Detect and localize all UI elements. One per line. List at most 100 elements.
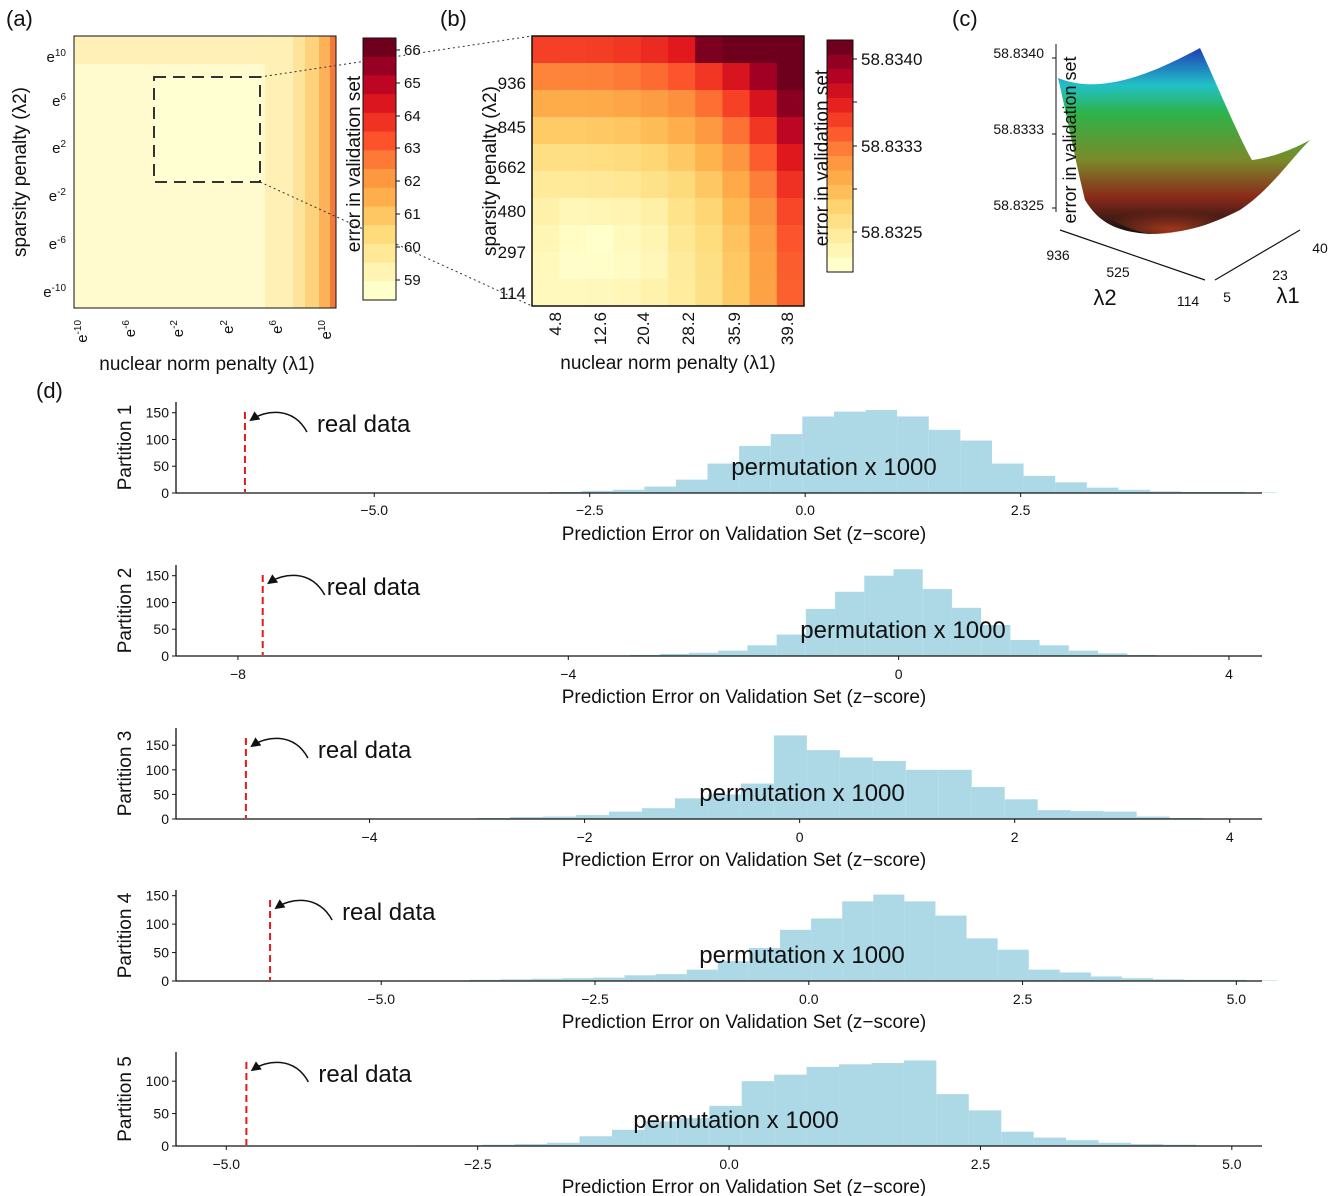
heatmap-b-cell — [613, 198, 642, 226]
histogram-bar — [510, 817, 544, 819]
histogram-bar — [608, 811, 642, 819]
heatmap-a-ytick: e10 — [47, 48, 67, 66]
lambda1-tick-label: 5 — [1223, 289, 1231, 305]
histogram-bar — [718, 650, 748, 656]
heatmap-b-cell — [749, 198, 778, 226]
lambda2-axis-label: λ2 — [1093, 285, 1116, 310]
histogram-bar — [581, 490, 613, 493]
heatmap-b-cell — [586, 225, 615, 253]
colorbar-b-swatch — [827, 185, 853, 200]
colorbar-b-tick-label: 58.8333 — [861, 137, 922, 156]
x-tick-label: −2.5 — [576, 502, 604, 518]
x-tick-label: 0 — [895, 666, 903, 682]
real-data-label: real data — [317, 411, 411, 438]
histogram-bar — [770, 434, 803, 493]
heatmap-b-cell — [695, 252, 723, 280]
histogram-bar — [805, 608, 836, 656]
histogram-bar — [593, 977, 625, 981]
colorbar-b: 58.8340 58.8333 58.8325 — [826, 39, 922, 273]
colorbar-a-swatch — [363, 243, 396, 264]
heatmap-a-yticks: e10 e6 e2 e-2 e-6 e-10 — [43, 48, 66, 301]
histogram-bar — [655, 974, 687, 981]
x-tick-label: 4 — [1226, 829, 1234, 845]
histogram-bar — [776, 634, 806, 656]
permutation-label: permutation x 1000 — [699, 942, 904, 969]
heatmap-b-cell — [586, 252, 615, 280]
heatmap-b-cell — [559, 225, 587, 253]
heatmap-b-cell — [722, 63, 751, 91]
histogram-partition-3: 0 50 100 150 −4 −2 0 2 4 real data permutation x 1… — [115, 728, 1262, 871]
colorbar-a-swatch — [363, 150, 396, 170]
heatmap-b-cell — [695, 225, 723, 253]
x-tick-label: 2.5 — [1011, 502, 1031, 518]
heatmap-b-cell — [668, 117, 696, 145]
histogram-bar — [707, 794, 741, 819]
heatmap-b-ylabel: sparsity penalty (λ2) — [480, 86, 501, 256]
heatmap-b-ytick: 662 — [498, 158, 526, 177]
heatmap-b-cell — [559, 279, 587, 307]
colorbar-b-frame — [826, 39, 854, 273]
heatmap-b-cell — [776, 198, 805, 226]
x-tick-label: −5.0 — [360, 502, 388, 518]
lambda2-tick-label: 114 — [1177, 293, 1200, 309]
histogram-bar — [1039, 645, 1069, 656]
heatmap-b-cell — [776, 36, 805, 64]
heatmap-a-ytick: e-10 — [43, 283, 66, 301]
histogram-bar — [905, 769, 939, 819]
histogram-bar — [1122, 978, 1154, 981]
histogram-bar — [1150, 491, 1182, 493]
heatmap-b-cell — [532, 171, 560, 199]
histogram-xlabel: Prediction Error on Validation Set (z−sc… — [562, 687, 927, 708]
heatmap-a-ytick: e6 — [52, 92, 66, 110]
colorbar-b-swatch — [827, 243, 853, 258]
heatmap-b-cell — [695, 36, 723, 64]
heatmap-a-ytick: e-6 — [49, 235, 67, 253]
y-tick-label: 0 — [161, 485, 169, 501]
heatmap-b-cell — [668, 36, 696, 64]
heatmap-b-cell — [776, 63, 805, 91]
histogram-bar — [1066, 1140, 1099, 1146]
colorbar-a-tick-label: 63 — [404, 140, 421, 157]
x-tick-label: −5.0 — [212, 1156, 240, 1172]
heatmap-b-cell — [640, 225, 669, 253]
histogram-bar — [971, 787, 1005, 819]
x-tick-label: −2 — [577, 829, 593, 845]
y-tick-label: 100 — [146, 1073, 170, 1089]
histogram-bar — [676, 1118, 710, 1146]
heatmap-a-frame — [73, 35, 337, 309]
colorbar-b-swatch — [827, 257, 853, 273]
y-tick-label: 0 — [161, 648, 169, 664]
colorbar-a-tick-label: 60 — [404, 239, 421, 256]
heatmap-b-cell — [559, 117, 587, 145]
histogram-bar — [960, 440, 992, 493]
heatmap-b-cell — [749, 171, 778, 199]
y-tick-label: 150 — [146, 737, 170, 753]
colorbar-a-tick-label: 66 — [404, 42, 421, 59]
histogram-bar — [903, 1060, 937, 1146]
heatmap-b-cell — [695, 117, 723, 145]
x-tick-label: 2.5 — [971, 1156, 991, 1172]
heatmap-b-cell — [722, 279, 751, 307]
y-tick-label: 50 — [153, 1106, 169, 1122]
histogram-bar — [835, 591, 865, 656]
x-tick-label: 0 — [796, 829, 804, 845]
histogram-bar — [674, 798, 708, 819]
heatmap-b-cell — [695, 171, 723, 199]
histogram-bar — [802, 416, 834, 493]
heatmap-b-cell — [613, 252, 642, 280]
heatmap-b-ytick: 845 — [498, 118, 526, 137]
heatmap-b-cell — [532, 63, 560, 91]
heatmap-b-xlabel: nuclear norm penalty (λ1) — [560, 353, 775, 374]
heatmap-b-cell — [640, 279, 669, 307]
heatmap-b-cell — [532, 279, 560, 307]
partition-label: Partition 5 — [115, 1056, 136, 1142]
heatmap-b-cell — [749, 252, 778, 280]
heatmap-b-ytick: 297 — [498, 243, 526, 262]
heatmap-b-cell — [776, 279, 805, 307]
histogram-bar — [514, 1144, 548, 1146]
histogram-xlabel: Prediction Error on Validation Set (z−sc… — [562, 1012, 927, 1033]
histogram-bar — [641, 808, 675, 819]
heatmap-a-ytick: e-2 — [49, 187, 67, 205]
heatmap-a-cell — [265, 36, 293, 308]
colorbar-a: 66 65 64 63 62 61 60 59 — [362, 37, 421, 301]
